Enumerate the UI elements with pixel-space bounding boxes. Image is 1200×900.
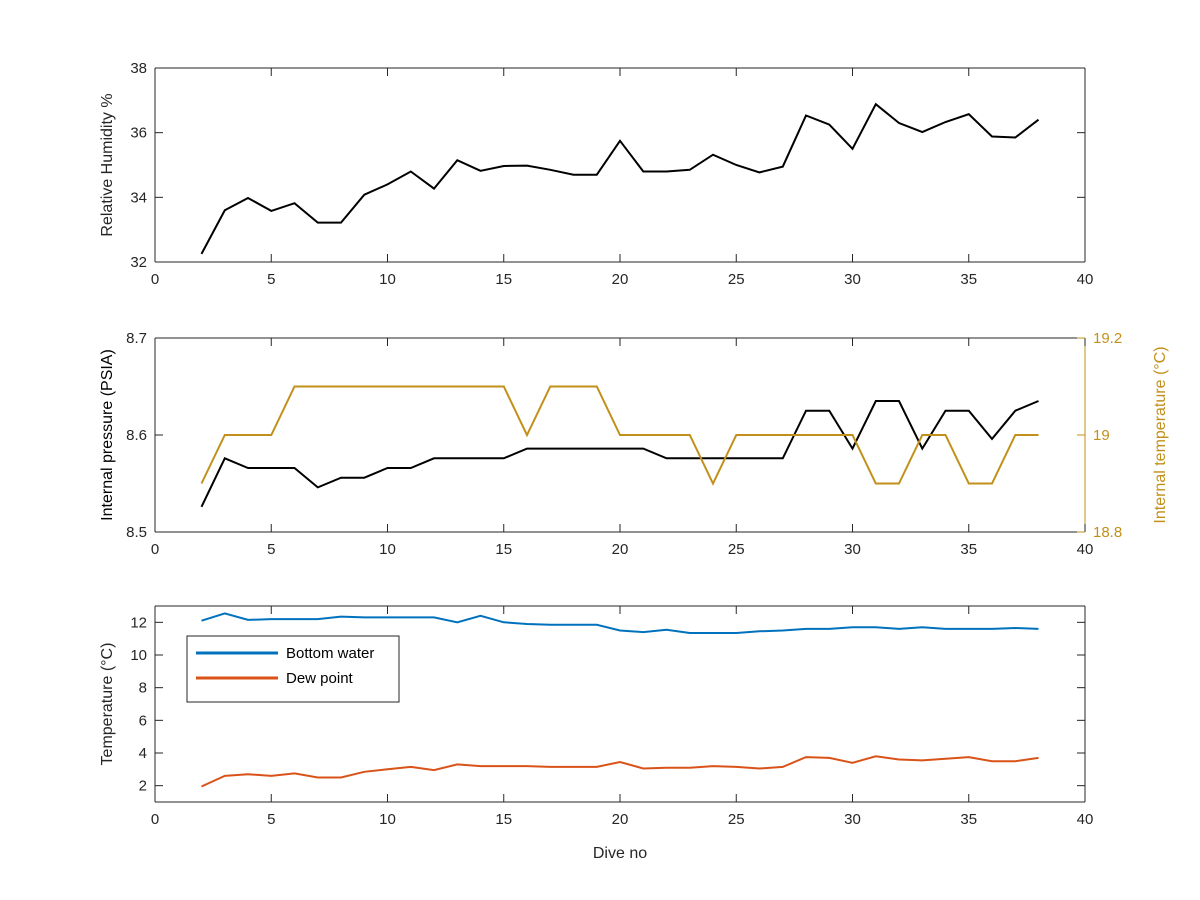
legend-label: Dew point xyxy=(286,670,354,687)
x-tick-label: 35 xyxy=(960,811,977,828)
chart-panel-1: 0 5 10 15 20 25 30 35 40 32 34 36 38 Relative Humidit… xyxy=(99,60,1093,288)
x-tick-label: 20 xyxy=(612,541,629,558)
y-tick-label: 8.5 xyxy=(126,524,147,541)
y-tick-label: 36 xyxy=(130,125,147,142)
x-tick-label: 10 xyxy=(379,811,396,828)
y-tick-label: 32 xyxy=(130,254,147,271)
x-tick-label: 5 xyxy=(267,271,275,288)
y-axis-label: Relative Humidity % xyxy=(99,93,116,236)
x-tick-label: 0 xyxy=(151,541,159,558)
chart-panel-3: 0 5 10 15 20 25 30 35 40 2 4 6 8 10 12 Temperature (°C)… xyxy=(99,605,1094,862)
y-tick-label: 6 xyxy=(139,712,147,729)
x-axis-label: Dive no xyxy=(593,845,647,862)
series-line-1 xyxy=(200,400,1039,508)
x-tick-label: 40 xyxy=(1077,811,1094,828)
y-tick-label: 34 xyxy=(130,189,147,206)
x-tick-label: 25 xyxy=(728,541,745,558)
x-tick-label: 0 xyxy=(151,811,159,828)
legend: Bottom water Dew point xyxy=(186,635,400,703)
x-tick-label: 20 xyxy=(612,271,629,288)
x-tick-label: 30 xyxy=(844,271,861,288)
x-tick-label: 40 xyxy=(1077,271,1094,288)
y-tick-label: 10 xyxy=(130,647,147,664)
y-tick-label: 8 xyxy=(139,680,147,697)
y-tick-label: 12 xyxy=(130,614,147,631)
x-tick-label: 35 xyxy=(960,271,977,288)
x-tick-label: 5 xyxy=(267,541,275,558)
x-tick-label: 30 xyxy=(844,541,861,558)
x-tick-label: 15 xyxy=(495,271,512,288)
legend-box xyxy=(186,635,400,703)
y-tick-label: 8.6 xyxy=(126,427,147,444)
x-tick-label: 25 xyxy=(728,271,745,288)
x-tick-label: 25 xyxy=(728,811,745,828)
series-line-1 xyxy=(201,612,1039,634)
x-tick-label: 10 xyxy=(379,271,396,288)
series-line-2 xyxy=(201,755,1039,788)
x-tick-label: 0 xyxy=(151,271,159,288)
y2-tick-label: 18.8 xyxy=(1093,524,1122,541)
series-line-2 xyxy=(200,385,1039,486)
y-tick-label: 2 xyxy=(139,778,147,795)
x-tick-label: 30 xyxy=(844,811,861,828)
series-line-1 xyxy=(200,102,1040,255)
legend-label: Bottom water xyxy=(286,645,374,662)
y2-tick-label: 19 xyxy=(1093,427,1110,444)
y2-tick-label: 19.2 xyxy=(1093,330,1122,347)
chart-panel-2: 0 5 10 15 20 25 30 35 40 8.5 8.6 8.7 18.8 19 19.2 Inter… xyxy=(99,330,1169,558)
x-tick-label: 5 xyxy=(267,811,275,828)
x-tick-label: 40 xyxy=(1077,541,1094,558)
x-tick-label: 20 xyxy=(612,811,629,828)
x-tick-label: 15 xyxy=(495,541,512,558)
y-axis-label: Internal pressure (PSIA) xyxy=(99,349,116,521)
plot-area xyxy=(155,68,1085,262)
y-tick-label: 38 xyxy=(130,60,147,77)
y-axis-label: Temperature (°C) xyxy=(99,643,116,766)
y2-axis-label: Internal temperature (°C) xyxy=(1152,346,1169,523)
x-tick-label: 15 xyxy=(495,811,512,828)
y-tick-label: 8.7 xyxy=(126,330,147,347)
x-tick-label: 35 xyxy=(960,541,977,558)
x-tick-label: 10 xyxy=(379,541,396,558)
y-tick-label: 4 xyxy=(139,745,147,762)
